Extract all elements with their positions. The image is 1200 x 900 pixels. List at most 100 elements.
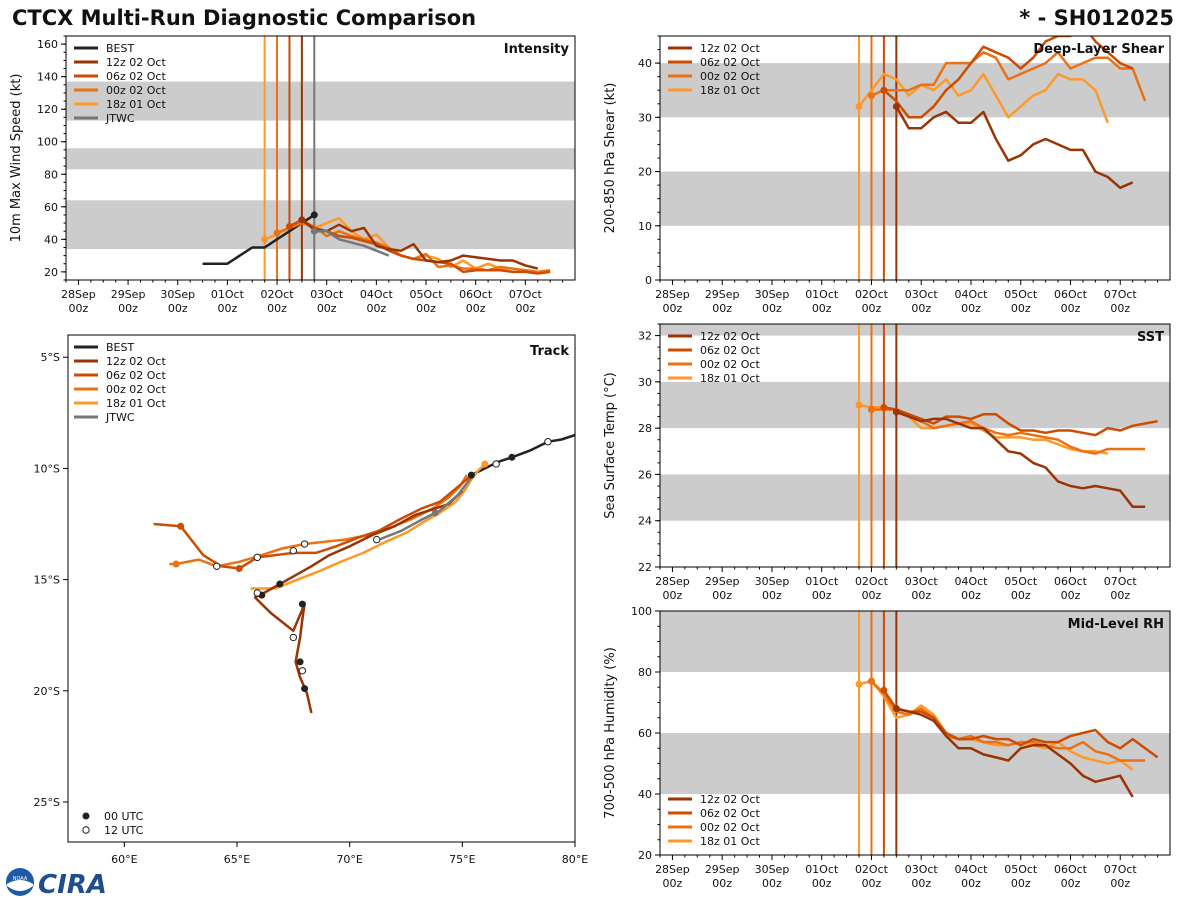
shaded-band xyxy=(660,381,1170,429)
x-tick-label-date: 01Oct xyxy=(805,863,839,876)
x-tick-label-hour: 00z xyxy=(812,302,832,315)
x-tick-label-date: 30Sep xyxy=(160,288,195,301)
y-tick-label: 40 xyxy=(638,788,652,801)
series-line xyxy=(871,51,1147,102)
track-point-00utc xyxy=(235,564,243,572)
legend-label: 06z 02 Oct xyxy=(106,369,166,382)
track-point-12utc xyxy=(544,438,552,446)
track-point-00utc xyxy=(467,471,475,479)
legend-label: 12z 02 Oct xyxy=(700,42,760,55)
y-tick-label: 30 xyxy=(638,376,652,389)
x-tick-label-hour: 00z xyxy=(862,589,882,602)
track-point-12utc xyxy=(298,667,307,675)
x-tick-label-date: 03Oct xyxy=(905,575,939,588)
y-tick-label: 20 xyxy=(638,849,652,862)
y-tick-label: 24 xyxy=(638,515,652,528)
x-tick-label-date: 02Oct xyxy=(855,288,889,301)
x-tick-label-hour: 00z xyxy=(712,589,732,602)
x-tick-label-date: 07Oct xyxy=(509,288,543,301)
x-tick-label-date: 29Sep xyxy=(705,575,740,588)
x-tick-label-hour: 00z xyxy=(1110,589,1130,602)
series-line xyxy=(895,105,1134,190)
lat-tick-label: 10°S xyxy=(34,462,60,475)
noaa-badge-text: NOAA xyxy=(13,876,28,882)
x-tick-label-hour: 00z xyxy=(762,302,782,315)
track-line xyxy=(253,489,464,714)
y-tick-label: 40 xyxy=(638,57,652,70)
x-tick-label-date: 05Oct xyxy=(1004,288,1038,301)
track-point-12utc xyxy=(253,553,261,562)
y-axis-label: 700-500 hPa Humidity (%) xyxy=(603,647,618,819)
x-tick-label-hour: 00z xyxy=(812,589,832,602)
legend-label: 06z 02 Oct xyxy=(700,344,760,357)
y-tick-label: 28 xyxy=(638,422,652,435)
storm-id: * - SH012025 xyxy=(1019,6,1174,30)
x-tick-label-date: 28Sep xyxy=(655,863,690,876)
y-tick-label: 30 xyxy=(638,111,652,124)
series-line xyxy=(301,218,539,270)
legend-label-12utc: 12 UTC xyxy=(104,824,144,837)
cira-logo: NOAA CIRA xyxy=(6,868,107,898)
lat-tick-label: 25°S xyxy=(34,796,60,809)
x-tick-label-date: 06Oct xyxy=(1054,575,1088,588)
y-tick-label: 20 xyxy=(638,166,652,179)
legend-label: BEST xyxy=(106,341,134,354)
x-tick-label-hour: 00z xyxy=(1110,877,1130,890)
series-marker xyxy=(880,686,888,694)
track-point-12utc xyxy=(289,546,298,555)
y-tick-label: 60 xyxy=(638,727,652,740)
shaded-band xyxy=(66,148,575,170)
x-tick-label-hour: 00z xyxy=(911,589,931,602)
map-area xyxy=(153,433,575,714)
track-point-12utc xyxy=(373,535,381,544)
series-line xyxy=(314,229,390,257)
x-tick-label-hour: 00z xyxy=(317,302,337,315)
series-marker xyxy=(855,401,863,409)
x-tick-label-hour: 00z xyxy=(862,877,882,890)
shaded-band xyxy=(66,81,575,121)
series-line xyxy=(858,679,1134,771)
x-tick-label-hour: 00z xyxy=(217,302,237,315)
x-tick-label-date: 06Oct xyxy=(1054,863,1088,876)
series-line xyxy=(202,213,315,265)
series-line xyxy=(858,72,1109,124)
series-marker xyxy=(867,92,875,100)
x-tick-label-date: 02Oct xyxy=(855,575,889,588)
track-line xyxy=(153,476,470,570)
x-tick-label-hour: 00z xyxy=(712,302,732,315)
y-axis-label: 10m Max Wind Speed (kt) xyxy=(9,74,24,243)
y-tick-label: 0 xyxy=(645,274,652,287)
series-marker xyxy=(285,222,293,230)
series-marker xyxy=(892,705,900,713)
legend-label: JTWC xyxy=(105,112,135,125)
track-point-12utc xyxy=(253,589,261,597)
plot-area xyxy=(660,36,1170,280)
legend-label: 18z 01 Oct xyxy=(106,397,166,410)
lat-tick-label: 20°S xyxy=(34,685,60,698)
x-tick-label-date: 06Oct xyxy=(459,288,493,301)
legend-label: 06z 02 Oct xyxy=(700,56,760,69)
lat-tick-label: 5°S xyxy=(41,351,60,364)
x-tick-label-date: 02Oct xyxy=(261,288,295,301)
shaded-band xyxy=(660,611,1170,672)
track-point-00utc xyxy=(177,522,185,530)
series-line xyxy=(895,410,1146,509)
x-tick-label-date: 30Sep xyxy=(755,575,790,588)
x-tick-label-hour: 00z xyxy=(663,589,683,602)
legend-label: 18z 01 Oct xyxy=(700,372,760,385)
x-tick-label-hour: 00z xyxy=(1011,877,1031,890)
lon-tick-label: 60°E xyxy=(111,853,137,866)
x-tick-label-date: 05Oct xyxy=(1004,863,1038,876)
x-tick-label-hour: 00z xyxy=(366,302,386,315)
series-marker xyxy=(261,235,269,243)
x-tick-label-date: 03Oct xyxy=(310,288,344,301)
series-marker xyxy=(855,102,863,110)
y-tick-label: 40 xyxy=(44,233,58,246)
x-tick-label-hour: 00z xyxy=(267,302,287,315)
x-tick-label-date: 28Sep xyxy=(655,575,690,588)
